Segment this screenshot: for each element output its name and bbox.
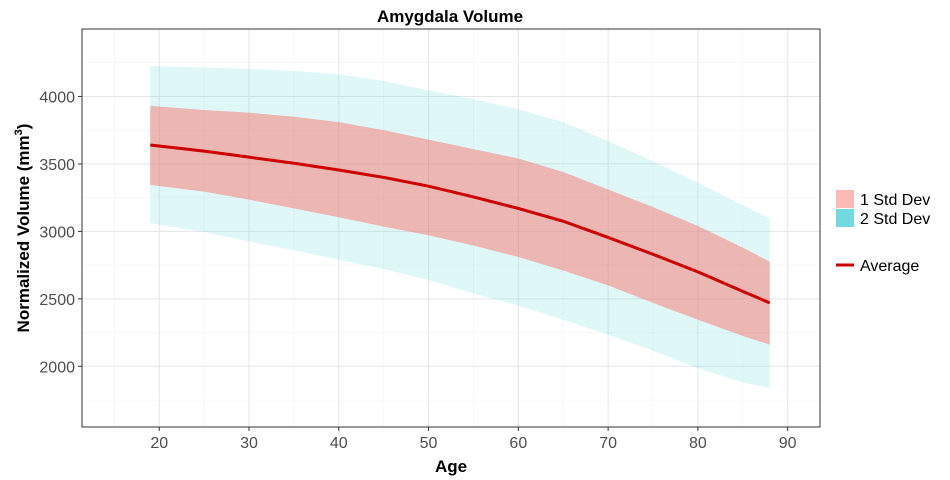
legend: 1 Std Dev 2 Std Dev Average [836,190,930,275]
y-tick-label: 4000 [39,89,75,106]
y-tick-label: 3500 [39,157,75,174]
y-axis-title-superscript: 3 [13,129,25,135]
x-axis-ticks: 20 30 40 50 60 70 80 90 [150,427,797,452]
average-line [150,143,771,305]
average-line-group [150,143,771,305]
y-tick-label: 3000 [39,224,75,241]
plot-panel [81,28,821,428]
legend-key-2sd [836,209,854,227]
x-axis-title: Age [435,457,467,476]
chart-title: Amygdala Volume [377,7,523,26]
legend-label-average: Average [860,258,919,275]
y-axis-ticks: 2000 2500 3000 3500 4000 [39,89,82,376]
legend-key-1sd [836,190,854,208]
x-tick-label: 70 [599,435,617,452]
x-tick-label: 30 [240,435,258,452]
y-axis-title-close: ) [14,124,33,130]
x-tick-label: 40 [330,435,348,452]
x-tick-label: 90 [779,435,797,452]
std-dev-bands [150,66,770,388]
x-tick-label: 60 [509,435,527,452]
y-tick-label: 2500 [39,292,75,309]
x-tick-label: 50 [420,435,438,452]
legend-label-1sd: 1 Std Dev [860,192,930,209]
x-tick-label: 20 [150,435,168,452]
y-tick-label: 2000 [39,359,75,376]
legend-label-2sd: 2 Std Dev [860,211,930,228]
y-axis-title: Normalized Volume (mm3) [13,124,33,333]
x-tick-label: 80 [689,435,707,452]
y-axis-title-main: Normalized Volume (mm [14,135,33,332]
